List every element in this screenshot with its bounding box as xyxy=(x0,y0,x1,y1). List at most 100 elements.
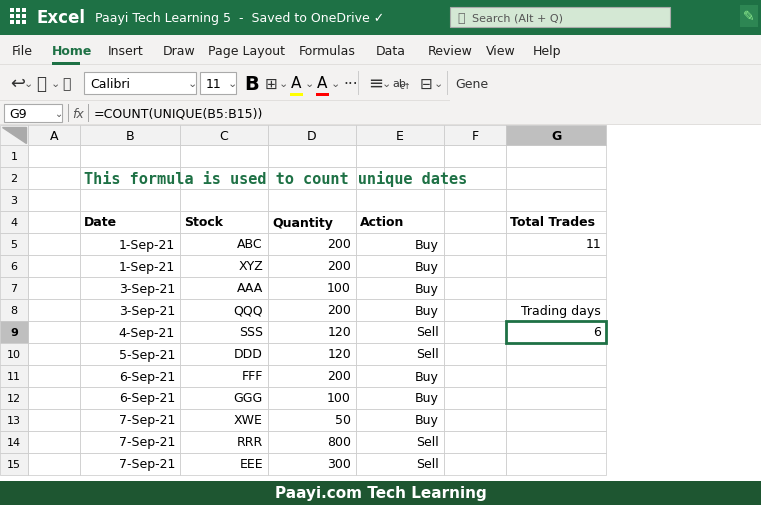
Bar xyxy=(28,387,80,409)
Text: ABC: ABC xyxy=(237,238,263,251)
Bar xyxy=(0,481,761,505)
Bar xyxy=(268,233,356,256)
Bar xyxy=(506,233,606,256)
Polygon shape xyxy=(2,128,26,144)
Text: File: File xyxy=(12,44,33,58)
Bar xyxy=(80,212,180,233)
Bar xyxy=(80,189,180,212)
Text: RRR: RRR xyxy=(237,436,263,448)
Bar xyxy=(0,321,28,343)
Bar xyxy=(28,146,80,168)
Text: 5-Sep-21: 5-Sep-21 xyxy=(119,348,175,361)
Text: 11: 11 xyxy=(585,238,601,251)
Text: ⌄: ⌄ xyxy=(24,79,33,89)
Bar xyxy=(180,321,268,343)
Text: Paayi.com Tech Learning: Paayi.com Tech Learning xyxy=(275,485,486,500)
Bar xyxy=(80,431,180,453)
Bar xyxy=(356,343,444,365)
Text: 200: 200 xyxy=(327,370,351,383)
Bar xyxy=(356,168,444,189)
Text: ab: ab xyxy=(392,79,406,89)
Bar xyxy=(80,299,180,321)
Bar xyxy=(80,168,180,189)
Bar xyxy=(0,125,761,126)
Bar xyxy=(28,453,80,475)
Text: Insert: Insert xyxy=(108,44,144,58)
Bar xyxy=(268,453,356,475)
Bar xyxy=(0,102,761,126)
Bar xyxy=(356,409,444,431)
Text: ⌄: ⌄ xyxy=(55,109,63,119)
Bar xyxy=(80,233,180,256)
Text: 7-Sep-21: 7-Sep-21 xyxy=(119,458,175,471)
Bar xyxy=(356,126,444,146)
Bar xyxy=(80,409,180,431)
Bar xyxy=(444,233,506,256)
Text: Home: Home xyxy=(52,44,92,58)
Bar xyxy=(0,0,761,36)
Text: Total Trades: Total Trades xyxy=(510,216,595,229)
Bar xyxy=(80,146,180,168)
Bar xyxy=(506,409,606,431)
Bar xyxy=(0,256,28,277)
Text: Sell: Sell xyxy=(416,458,439,471)
Text: ⌄: ⌄ xyxy=(305,79,314,89)
Text: B: B xyxy=(244,74,259,93)
Text: A: A xyxy=(317,75,327,90)
Text: Paayi Tech Learning 5  -  Saved to OneDrive ✓: Paayi Tech Learning 5 - Saved to OneDriv… xyxy=(95,12,384,24)
Bar xyxy=(200,73,236,95)
Text: 3-Sep-21: 3-Sep-21 xyxy=(119,282,175,295)
Text: GGG: GGG xyxy=(234,392,263,405)
Text: 200: 200 xyxy=(327,260,351,273)
Bar xyxy=(450,66,761,102)
Bar xyxy=(28,409,80,431)
Bar xyxy=(506,387,606,409)
Bar xyxy=(28,277,80,299)
Bar xyxy=(22,15,26,19)
Bar xyxy=(356,189,444,212)
Text: 14: 14 xyxy=(7,437,21,447)
Bar xyxy=(28,343,80,365)
Bar xyxy=(444,189,506,212)
Bar xyxy=(28,168,80,189)
Text: Buy: Buy xyxy=(415,392,439,405)
Bar xyxy=(28,256,80,277)
Text: 12: 12 xyxy=(7,393,21,403)
Bar xyxy=(68,105,69,123)
Text: Trading days: Trading days xyxy=(521,304,601,317)
Bar xyxy=(0,212,28,233)
Bar xyxy=(444,256,506,277)
Bar xyxy=(506,212,606,233)
Bar xyxy=(444,146,506,168)
Text: G: G xyxy=(551,129,561,142)
Text: ⌕: ⌕ xyxy=(457,12,464,24)
Text: A: A xyxy=(49,129,59,142)
Text: DDD: DDD xyxy=(234,348,263,361)
Bar xyxy=(356,277,444,299)
Bar xyxy=(0,387,28,409)
Bar xyxy=(506,277,606,299)
Bar xyxy=(28,431,80,453)
Bar xyxy=(180,233,268,256)
Bar xyxy=(268,146,356,168)
Bar xyxy=(450,8,670,28)
Text: 800: 800 xyxy=(327,436,351,448)
Bar xyxy=(268,168,356,189)
Bar xyxy=(0,126,28,146)
Text: ⊞: ⊞ xyxy=(265,76,278,91)
Bar xyxy=(0,453,28,475)
Text: QQQ: QQQ xyxy=(234,304,263,317)
Text: 3: 3 xyxy=(11,195,18,206)
Bar xyxy=(28,233,80,256)
Bar xyxy=(444,212,506,233)
Bar xyxy=(356,233,444,256)
Bar xyxy=(447,72,448,96)
Text: E: E xyxy=(396,129,404,142)
Text: 6: 6 xyxy=(11,262,18,272)
Text: 6: 6 xyxy=(593,326,601,339)
Text: 13: 13 xyxy=(7,415,21,425)
Text: AAA: AAA xyxy=(237,282,263,295)
Text: 120: 120 xyxy=(327,348,351,361)
Text: ⌄: ⌄ xyxy=(188,79,197,89)
Bar xyxy=(4,105,62,123)
